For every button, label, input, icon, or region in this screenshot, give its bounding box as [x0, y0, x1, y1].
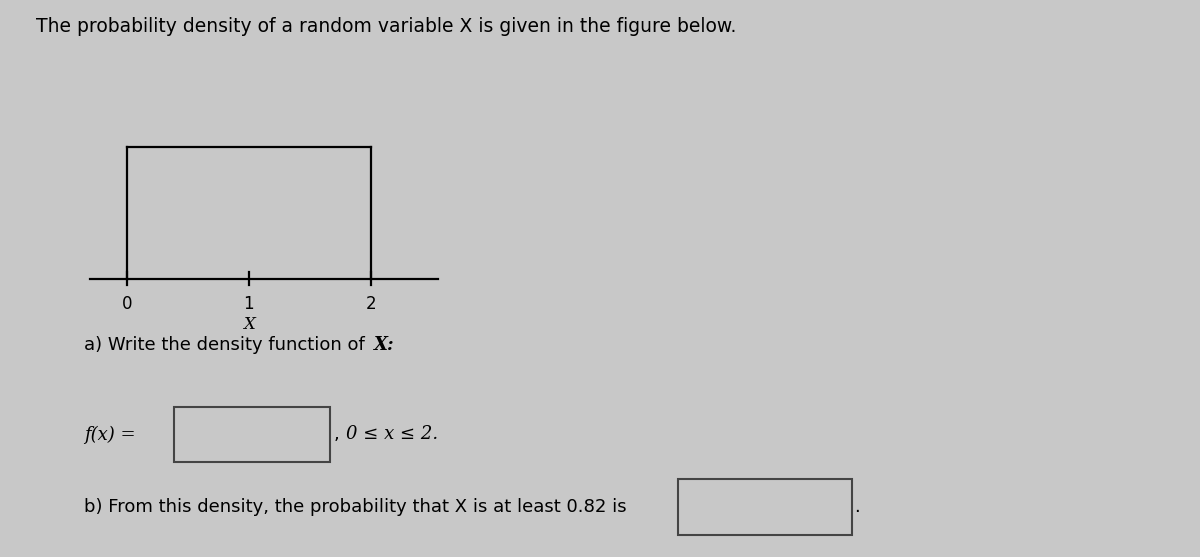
- Text: The probability density of a random variable X is given in the figure below.: The probability density of a random vari…: [36, 17, 737, 36]
- Text: a) Write the density function of: a) Write the density function of: [84, 336, 371, 354]
- Text: ,: ,: [334, 426, 340, 443]
- Text: 0: 0: [121, 295, 132, 312]
- Text: f(x) =: f(x) =: [84, 426, 136, 443]
- Text: b) From this density, the probability that X is at least 0.82 is: b) From this density, the probability th…: [84, 498, 626, 516]
- Text: 2: 2: [366, 295, 376, 312]
- Text: .: .: [854, 498, 860, 516]
- Text: 0 ≤ x ≤ 2.: 0 ≤ x ≤ 2.: [346, 426, 438, 443]
- Text: 1: 1: [244, 295, 254, 312]
- Text: X:: X:: [374, 336, 395, 354]
- Text: X: X: [242, 316, 254, 333]
